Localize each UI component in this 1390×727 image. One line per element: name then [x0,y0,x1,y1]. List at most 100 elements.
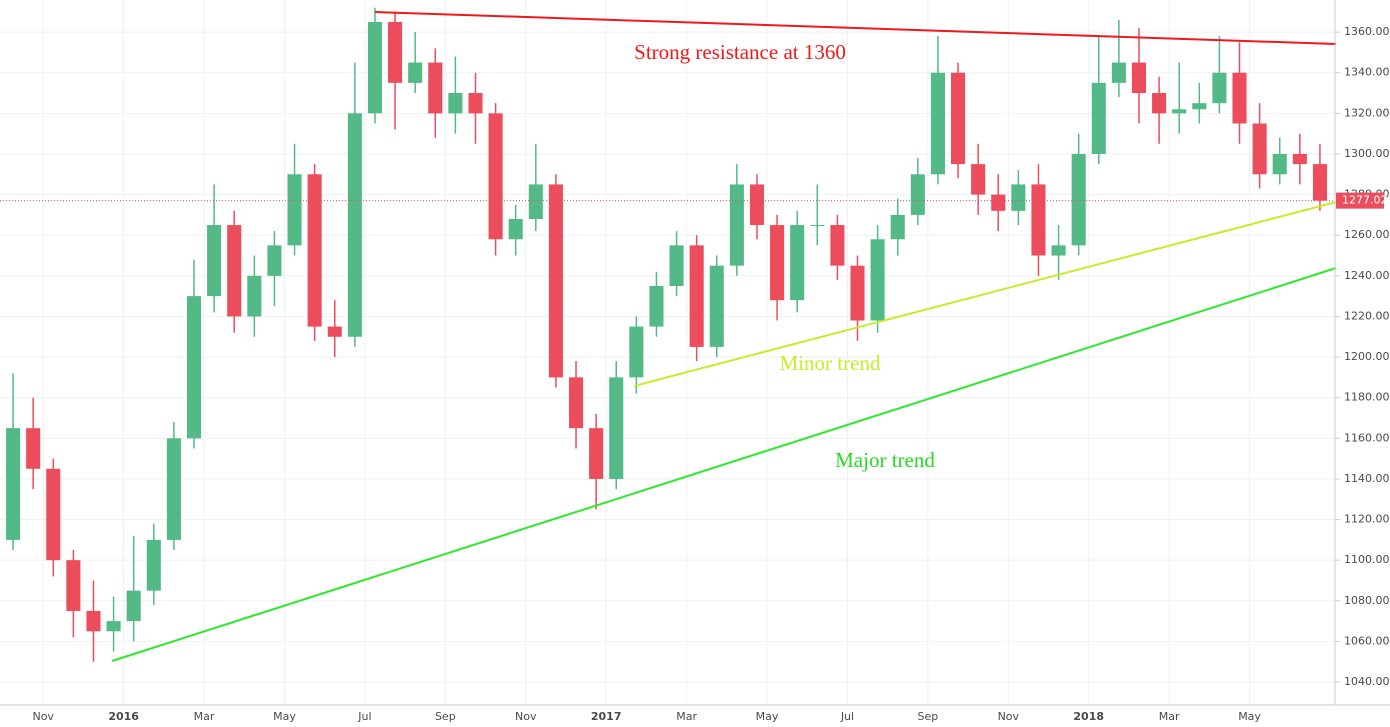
annotation: Minor trend [780,351,881,375]
last-price-label: 1277.02 [1342,194,1388,207]
y-tick-label: 1300.00 [1344,147,1390,160]
candle-body [810,225,825,227]
candles [6,7,1327,662]
minor-trend-line [633,201,1337,387]
candle-body [709,265,724,347]
x-tick-label: Sep [918,710,939,723]
candle-body [770,225,785,301]
candle-body [428,62,443,114]
x-tick-label: Mar [1159,710,1180,723]
candle-body [6,428,21,540]
candle-body [1031,184,1046,256]
y-tick-label: 1140.00 [1344,472,1390,485]
candle-body [568,377,584,429]
y-tick-label: 1040.00 [1344,675,1390,688]
x-tick-label: May [273,710,296,723]
resistance-line [374,11,1337,45]
x-tick-label: May [1238,710,1261,723]
candle-body [347,113,362,337]
x-tick-label: Nov [32,710,54,723]
candle-body [790,225,805,301]
candle-body [1172,109,1187,114]
candle-body [1232,72,1247,124]
y-tick-label: 1340.00 [1344,66,1390,79]
candle-body [749,184,765,226]
candle-body [327,326,342,337]
x-tick-label: Mar [194,710,215,723]
candle-body [1091,82,1106,154]
candle-body [1011,184,1026,211]
y-tick-label: 1240.00 [1344,269,1390,282]
candle-body [1292,153,1307,165]
candle-body [850,265,865,321]
candle-body [890,214,905,240]
candle-body [247,275,262,317]
candle-body [86,610,101,632]
candle-body [186,296,202,439]
candle-body [930,72,945,175]
candle-body [66,560,81,611]
candle-body [488,113,503,240]
y-tick-label: 1060.00 [1344,634,1390,647]
candle-body [367,21,382,114]
candle-body [1152,93,1167,114]
candle-body [287,174,302,246]
candle-body [870,239,885,321]
last-price-tag [1336,192,1384,209]
grid [0,0,1335,705]
candle-body [548,184,563,378]
x-tick-label: Jul [840,710,854,723]
candle-body [1131,62,1147,94]
candle-body [971,164,986,195]
candle-body [267,245,282,276]
candle-body [166,438,181,540]
candle-body [1312,164,1327,201]
candle-body [468,93,483,114]
y-tick-label: 1100.00 [1344,553,1390,566]
candle-body [669,245,684,286]
candle-body [1212,72,1227,104]
x-tick-label: Mar [676,710,697,723]
candle-body [951,72,966,165]
candle-body [1272,153,1287,175]
candle-body [589,428,604,479]
candle-body [689,245,704,347]
candle-body [448,93,463,114]
candle-body [1111,62,1126,83]
x-tick-label: May [756,710,779,723]
candle-body [991,194,1006,211]
candle-body [307,174,322,327]
y-tick-label: 1260.00 [1344,228,1390,241]
candle-body [629,326,644,378]
candle-body [729,184,744,266]
candle-body [830,225,845,266]
candle-body [1192,103,1207,110]
candle-body [106,621,121,632]
annotation: Major trend [835,448,935,472]
candle-body [146,539,161,591]
y-tick-label: 1220.00 [1344,309,1390,322]
y-tick-label: 1080.00 [1344,594,1390,607]
candle-body [649,285,664,327]
candle-body [910,174,925,215]
annotation: Strong resistance at 1360 [634,40,846,64]
y-tick-label: 1180.00 [1344,391,1390,404]
y-tick-label: 1120.00 [1344,513,1390,526]
axes: 1040.00 1060.00 1080.00 1100.00 1120.00 1140.… [0,25,1390,723]
candle-body [408,62,423,83]
major-trend-line [111,267,1337,662]
candle-body [388,21,403,83]
candle-body [227,225,242,317]
y-tick-label: 1200.00 [1344,350,1390,363]
candle-body [207,225,222,297]
y-tick-label: 1160.00 [1344,431,1390,444]
candle-body [508,218,523,240]
candle-body [1051,245,1066,256]
x-tick-label: Nov [515,710,537,723]
x-tick-label: 2017 [591,710,622,723]
candle-body [528,184,543,219]
candle-body [1071,153,1086,246]
candle-body [26,428,41,469]
x-tick-label: Jul [357,710,371,723]
